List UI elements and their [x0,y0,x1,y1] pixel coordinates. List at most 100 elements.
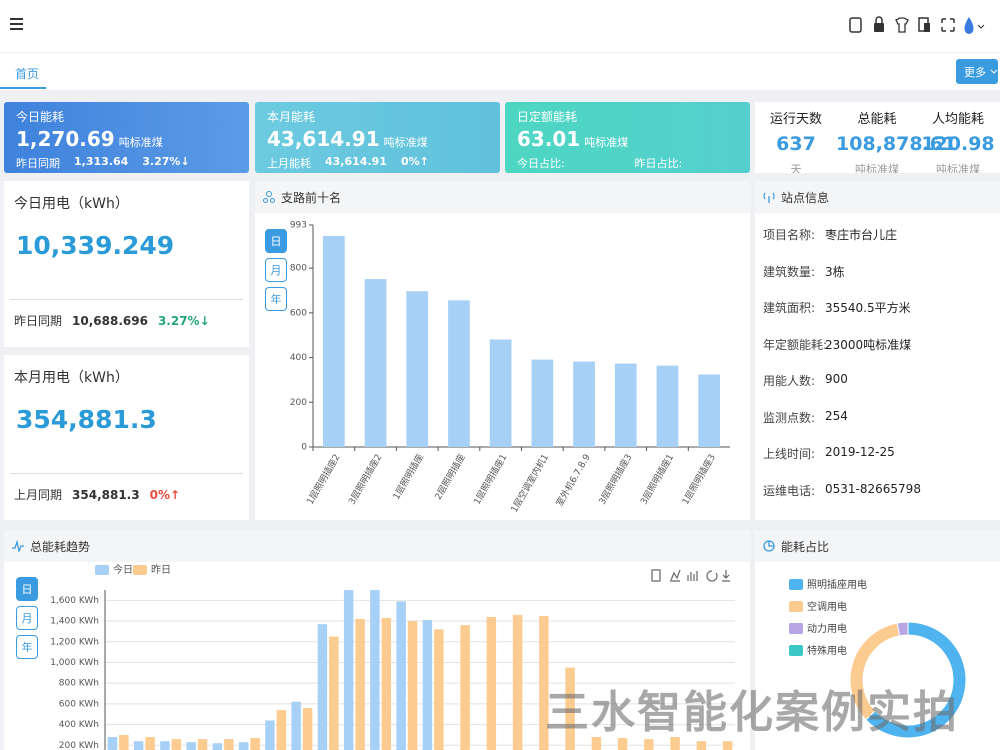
legend-swatch [133,565,147,575]
bar [490,339,512,447]
panel-icon [263,191,275,203]
power-compare-value: 354,881.3 [72,488,140,502]
kpi-unit: 吨标准煤 [584,136,628,149]
power-compare-value: 10,688.696 [72,314,148,328]
panel-icon [12,540,24,552]
branch-panel: 支路前十名 02004006008009931层照明插座23层照明插座21层照明… [255,181,750,520]
y-tick-label: 0 [301,443,307,453]
bar [198,739,207,750]
kpi-value: 1,270.69 [16,127,115,151]
period-button[interactable]: 日 [16,577,38,601]
top-bar [0,0,1000,52]
site-value: 3栋 [825,263,845,280]
summary-label: 人均能耗 [917,108,999,127]
bar [423,620,432,750]
y-tick-label: 993 [290,221,307,231]
x-tick-label: 2层照明插座 [432,452,468,502]
legend-swatch [789,579,803,590]
site-value: 254 [825,409,848,423]
power-card: 本月用电（kWh） 354,881.3 上月同期354,881.30%↑ [4,355,249,520]
bar [382,618,391,750]
y-tick-label: 400 [290,353,307,363]
bar [134,741,143,750]
kpi-change: 0%↑ [401,155,429,171]
bar [329,637,338,750]
power-title: 今日用电（kWh） [14,193,129,213]
period-button[interactable]: 年 [265,287,287,311]
bar [697,741,706,750]
chevron [990,69,998,75]
bar [355,619,364,750]
bar [172,739,181,750]
legend-label: 今日 [113,563,133,576]
legend-swatch [789,645,803,656]
period-button[interactable]: 月 [16,606,38,630]
bar [644,739,653,750]
bar [160,741,169,750]
bar [303,708,312,750]
site-label: 建筑数量: [763,263,815,280]
y-tick-label: 200 [290,398,307,408]
bar [513,615,522,750]
y-tick-label: 200 KWh [59,741,99,750]
period-button[interactable]: 月 [265,258,287,282]
panel-title: 支路前十名 [281,189,341,206]
kpi-value: 43,614.91 [267,127,380,151]
x-tick-label: 室外机6.7.8.9 [553,452,593,509]
pie-slice [897,622,908,636]
y-tick-label: 1,200 KWh [50,637,99,647]
bar [318,624,327,750]
summary-unit: 吨标准煤 [917,161,999,173]
kpi-card: 日定额能耗 63.01吨标准煤 今日占比: 2,016.54%昨日占比: 2,0… [505,102,750,173]
x-tick-label: 1层照明插座1 [471,452,510,507]
bar [573,362,595,447]
tab[interactable]: 首页 [15,65,39,82]
toolbar-icons[interactable] [845,16,985,38]
site-label: 上线时间: [763,445,815,462]
chart-toolbox[interactable] [652,570,730,581]
bar [186,742,195,750]
x-tick-label: 3层照明插座1 [638,452,677,507]
x-tick-label: 3层照明插座3 [596,452,635,507]
period-button[interactable]: 日 [265,229,287,253]
kpi-compare-label: 昨日同期 [16,155,60,171]
more-button[interactable]: 更多 [956,59,998,84]
power-title: 本月用电（kWh） [14,367,129,387]
x-tick-label: 1层空调室内机1 [508,452,551,515]
summary-label: 总能耗 [836,108,918,127]
y-tick-label: 1,600 KWh [50,596,99,606]
menu-icon[interactable] [10,17,24,31]
x-tick-label: 3层照明插座2 [346,452,385,507]
kpi-unit: 吨标准煤 [119,136,163,149]
summary-value: 637 [755,133,837,155]
site-panel: 站点信息 项目名称:枣庄市台儿庄建筑数量:3栋建筑面积:35540.5平方米年定… [755,181,1000,520]
tab-row: 首页 更多 [0,53,1000,90]
summary-unit: 吨标准煤 [836,161,918,173]
bar [448,300,470,447]
y-tick-label: 800 [290,264,307,274]
legend-label: 动力用电 [807,622,847,635]
bar-chart: 02004006008009931层照明插座23层照明插座21层照明插座2层照明… [255,213,750,520]
period-button[interactable]: 年 [16,635,38,659]
bar [344,590,353,750]
site-value: 2019-12-25 [825,445,895,459]
kpi-value: 63.01 [517,127,580,151]
bar [224,739,233,750]
legend-swatch [789,601,803,612]
legend-label: 特殊用电 [807,644,847,657]
kpi-card: 本月能耗 43,614.91吨标准煤 上月能耗43,614.910%↑ [255,102,500,173]
bar [657,366,679,447]
y-tick-label: 400 KWh [59,720,99,730]
bar [370,590,379,750]
kpi-compare-label: 上月能耗 [267,155,311,171]
kpi-change: 3.27%↓ [142,155,189,171]
bar [723,741,732,750]
legend-label: 照明插座用电 [807,578,867,591]
bar [434,629,443,750]
y-tick-label: 800 KWh [59,679,99,689]
panel-title: 能耗占比 [781,538,829,555]
kpi-compare-value: 43,614.91 [325,155,387,171]
summary-label: 运行天数 [755,108,837,127]
legend-label: 空调用电 [807,600,847,613]
